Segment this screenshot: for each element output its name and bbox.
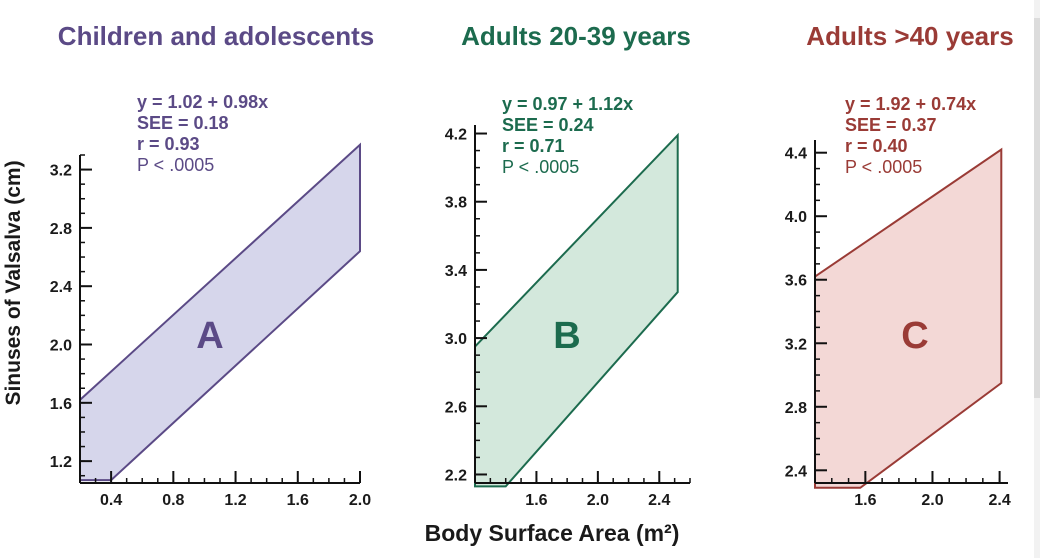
x-tick-label: 2.4 [988,492,1010,509]
scrollbar-track[interactable] [1034,0,1040,558]
x-tick-label: 1.2 [224,492,246,509]
y-tick-label: 3.2 [50,163,72,180]
panel-letter: A [196,315,223,357]
x-tick-label: 1.6 [854,492,876,509]
panel-c: Adults >40 years 2.4 2.8 3.2 3.6 4.0 4.4 1.6 2.0… [785,21,1014,509]
x-tick-label: 2.0 [349,492,371,509]
y-tick-label: 1.2 [50,454,72,471]
panel-title: Adults >40 years [806,21,1013,51]
y-tick-label: 2.2 [445,467,467,484]
stats-line: r = 0.93 [137,134,200,154]
y-tick-label: 2.8 [785,400,807,417]
x-tick-label: 0.8 [162,492,184,509]
panel-title: Adults 20-39 years [461,21,691,51]
y-tick-label: 4.0 [785,209,807,226]
y-tick-label: 4.2 [445,127,467,144]
stats-line: r = 0.40 [845,136,908,156]
x-tick-label: 2.0 [921,492,943,509]
y-tick-label: 2.0 [50,338,72,355]
stats-line: P < .0005 [137,155,214,175]
x-tick-label: 2.4 [648,492,670,509]
panel-letter: B [553,315,580,357]
x-tick-label: 1.6 [525,492,547,509]
scrollbar-thumb[interactable] [1034,18,1040,398]
y-tick-label: 3.0 [445,331,467,348]
stats-line: SEE = 0.18 [137,113,229,133]
stats-line: y = 1.02 + 0.98x [137,92,268,112]
y-tick-label: 3.4 [445,263,467,280]
data-band [474,132,679,488]
panel-a: Children and adolescents 1.2 1.6 2.0 2.4 2.8 3… [50,21,374,509]
y-tick-label: 3.8 [445,195,467,212]
y-tick-label: 2.4 [785,463,807,480]
stats-line: y = 0.97 + 1.12x [502,94,633,114]
stats-line: P < .0005 [845,157,922,177]
y-tick-label: 3.6 [785,273,807,290]
y-axis-label: Sinuses of Valsalva (cm) [2,160,25,405]
x-tick-label: 2.0 [587,492,609,509]
y-tick-label: 1.6 [50,396,72,413]
x-tick-label: 0.4 [100,492,122,509]
panel-letter: C [901,315,928,357]
y-tick-label: 2.8 [50,221,72,238]
stats-line: r = 0.71 [502,136,565,156]
stats-line: SEE = 0.37 [845,115,937,135]
y-tick-label: 4.4 [785,146,807,163]
y-tick-label: 2.4 [50,279,72,296]
x-tick-label: 1.6 [287,492,309,509]
stats-line: y = 1.92 + 0.74x [845,94,976,114]
y-tick-label: 2.6 [445,399,467,416]
x-axis-label: Body Surface Area (m²) [425,520,680,546]
data-band [79,142,361,482]
stats-line: SEE = 0.24 [502,115,594,135]
y-tick-label: 3.2 [785,336,807,353]
stats-line: P < .0005 [502,157,579,177]
panel-title: Children and adolescents [58,21,374,51]
panel-b: Adults 20-39 years 2.2 2.6 3.0 3.4 3.8 4.2 1.6 2… [445,21,691,509]
